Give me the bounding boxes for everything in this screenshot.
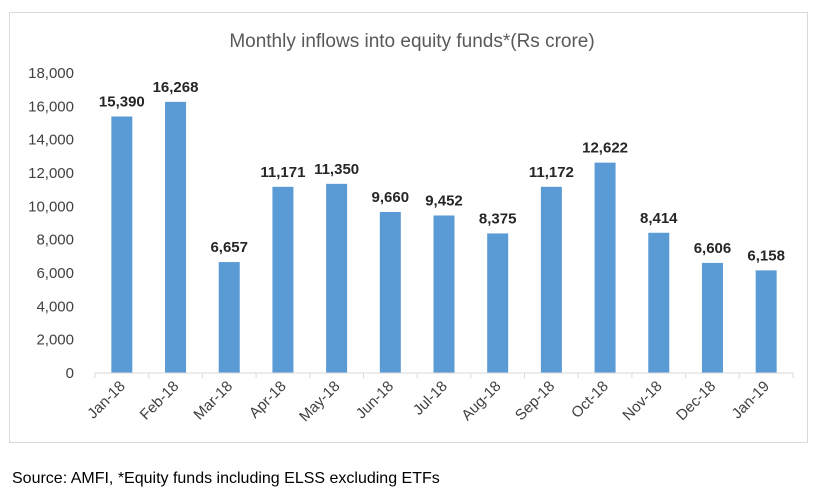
bar [487, 233, 509, 373]
data-label: 6,657 [210, 239, 248, 256]
y-tick-label: 2,000 [36, 332, 74, 349]
y-tick-label: 4,000 [36, 298, 74, 315]
bars [111, 101, 777, 373]
data-label: 9,660 [372, 189, 410, 206]
data-label: 16,268 [153, 79, 199, 96]
bar [540, 186, 562, 373]
data-label: 11,172 [529, 164, 574, 181]
data-label: 11,350 [314, 161, 359, 178]
bar [433, 215, 455, 373]
bar [272, 186, 294, 373]
x-tick-label: Nov-18 [619, 378, 665, 424]
x-tick-label: Mar-18 [190, 378, 236, 424]
x-tick-label: Dec-18 [673, 378, 719, 424]
x-tick-label: Jul-18 [410, 378, 451, 419]
data-label: 15,390 [99, 94, 145, 111]
data-label: 6,606 [694, 240, 732, 257]
chart-title: Monthly inflows into equity funds*(Rs cr… [229, 31, 594, 52]
x-tick-label: Oct-18 [568, 378, 612, 422]
x-tick-label: Sep-18 [512, 378, 558, 424]
y-tick-label: 6,000 [36, 265, 74, 282]
bar [165, 101, 187, 373]
x-tick-label: Apr-18 [246, 378, 290, 422]
data-label: 8,414 [640, 210, 678, 227]
x-tick-label: Feb-18 [137, 378, 183, 424]
chart-frame [9, 12, 808, 443]
data-label: 8,375 [479, 210, 517, 227]
x-axis: Jan-18 Feb-18 Mar-18 Apr-18 May-18 Jun-18 Jul-… [84, 372, 794, 425]
bar [218, 262, 240, 373]
bar [111, 116, 133, 373]
bar-chart: Monthly inflows into equity funds*(Rs cr… [28, 31, 794, 425]
y-tick-label: 16,000 [28, 98, 74, 115]
data-labels: 15,390 16,268 6,657 11,171 11,350 9,660 9,452 8… [99, 79, 785, 265]
x-tick-label: Jun-18 [353, 378, 397, 422]
bar [379, 212, 401, 373]
bar [755, 270, 777, 373]
x-tick-label: Jan-18 [84, 378, 128, 422]
y-axis: 0 2,000 4,000 6,000 8,000 10,000 12,000 14,000 1… [28, 65, 74, 382]
source-note: Source: AMFI, *Equity funds including EL… [12, 470, 440, 487]
y-tick-label: 8,000 [36, 232, 74, 249]
bar [594, 162, 616, 373]
y-tick-label: 10,000 [28, 198, 74, 215]
x-tick-label: Jan-19 [729, 378, 773, 422]
y-tick-label: 18,000 [28, 65, 74, 82]
y-tick-label: 12,000 [28, 165, 74, 182]
data-label: 12,622 [582, 140, 628, 157]
data-label: 9,452 [425, 192, 463, 209]
data-label: 6,158 [747, 247, 785, 264]
y-tick-label: 0 [66, 365, 74, 382]
bar [326, 183, 348, 373]
y-tick-label: 14,000 [28, 132, 74, 149]
x-tick-label: May-18 [296, 378, 343, 425]
bar [701, 262, 723, 373]
data-label: 11,171 [260, 164, 305, 181]
x-tick-label: Aug-18 [458, 378, 504, 424]
bar [648, 232, 670, 373]
